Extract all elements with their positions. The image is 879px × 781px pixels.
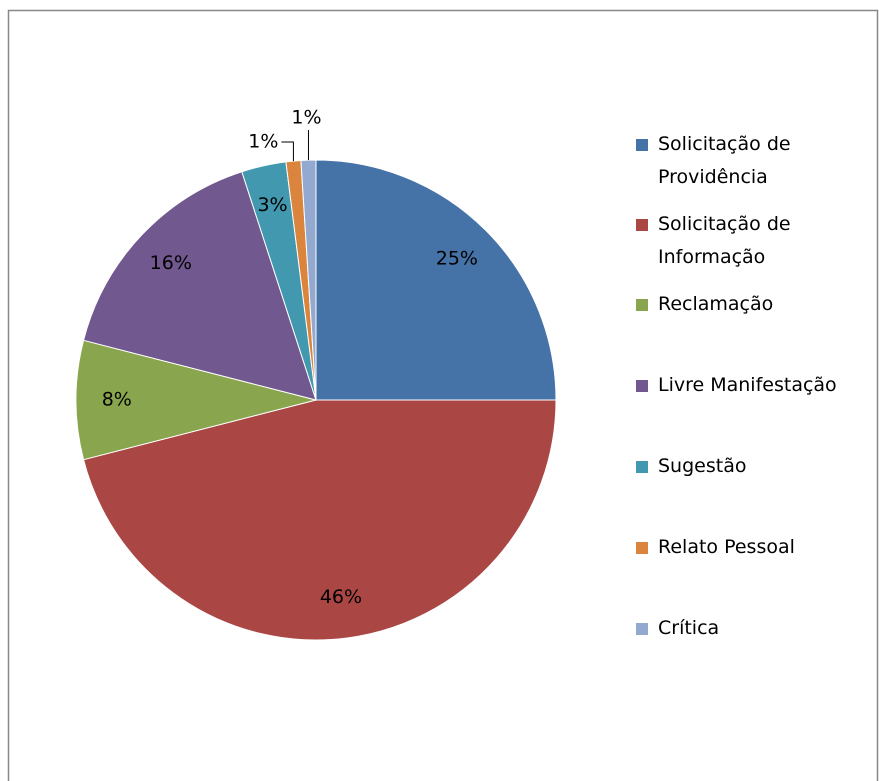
data-label: 46% — [320, 586, 362, 608]
legend: Solicitação de Providência Solicitação de… — [636, 128, 851, 693]
data-label: 25% — [436, 248, 478, 270]
pie-slice — [75, 339, 317, 461]
legend-swatch — [636, 542, 648, 554]
frame — [7, 9, 879, 781]
legend-item: Solicitação de Informação — [636, 208, 851, 274]
leader-line — [281, 141, 294, 162]
legend-item: Sugestão — [636, 450, 851, 483]
legend-swatch — [636, 380, 648, 392]
data-label: 3% — [257, 194, 287, 216]
legend-item: Crítica — [636, 612, 851, 645]
legend-item: Solicitação de Providência — [636, 128, 851, 194]
legend-label: Livre Manifestação — [658, 374, 837, 396]
legend-item: Relato Pessoal — [636, 531, 851, 564]
pie-slice — [82, 399, 557, 641]
legend-label: Reclamação — [658, 293, 774, 315]
legend-item: Reclamação — [636, 288, 851, 321]
data-label: 8% — [102, 389, 132, 411]
legend-item: Livre Manifestação — [636, 369, 851, 402]
legend-label: Relato Pessoal — [658, 536, 795, 558]
legend-swatch — [636, 139, 648, 151]
legend-swatch — [636, 623, 648, 635]
data-label: 1% — [248, 131, 278, 153]
data-label: 16% — [150, 252, 192, 274]
pie-slice — [315, 159, 557, 401]
legend-swatch — [636, 461, 648, 473]
legend-label: Solicitação de Informação — [658, 213, 791, 268]
legend-label: Solicitação de Providência — [658, 133, 791, 188]
legend-swatch — [636, 299, 648, 311]
legend-swatch — [636, 219, 648, 231]
legend-label: Sugestão — [658, 455, 747, 477]
legend-label: Crítica — [658, 617, 720, 639]
pie-slice — [82, 171, 317, 401]
data-label: 1% — [291, 107, 321, 129]
pie-slice — [300, 159, 317, 401]
